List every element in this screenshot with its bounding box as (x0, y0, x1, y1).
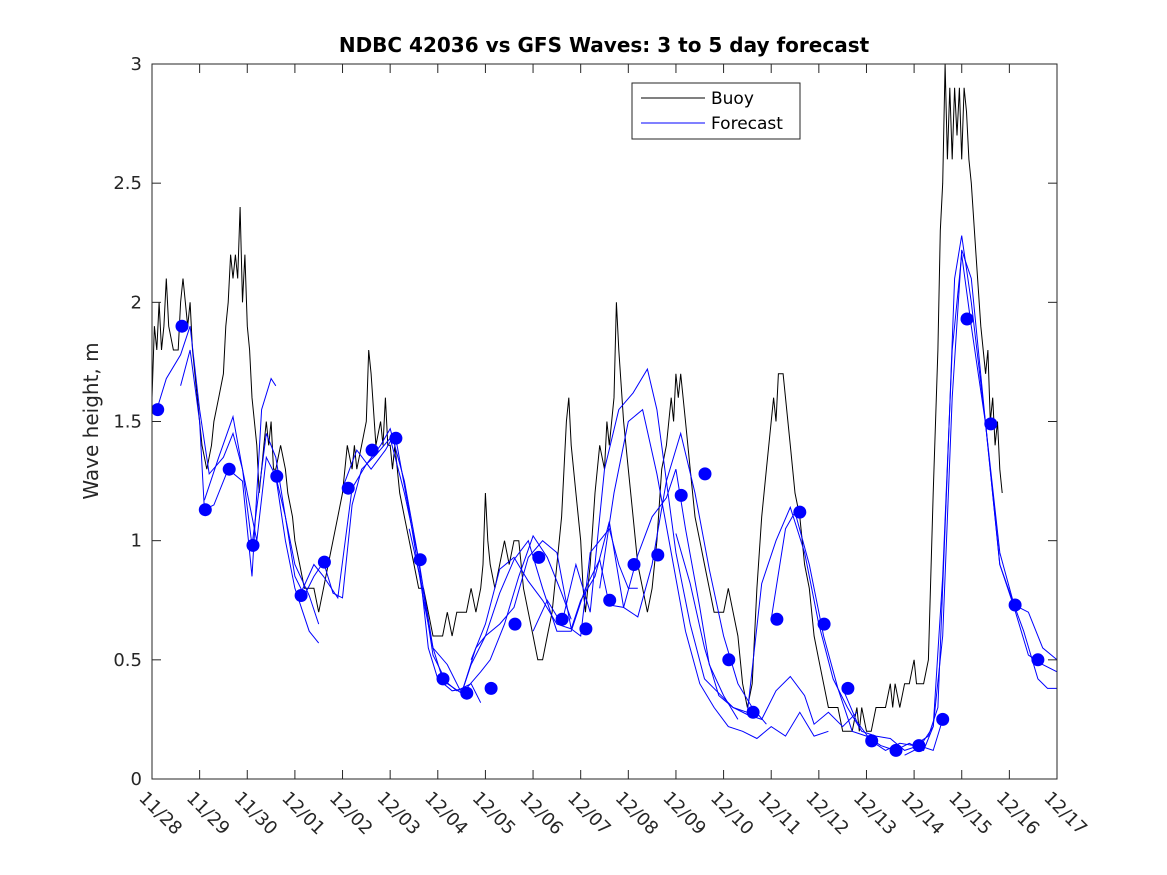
forecast-marker-28 (817, 617, 831, 631)
forecast-line-7 (470, 431, 767, 725)
forecast-marker-27 (793, 505, 807, 519)
forecast-line-9 (599, 408, 829, 740)
forecast-line-2 (203, 414, 320, 644)
forecast-marker-36 (1008, 598, 1022, 612)
forecast-marker-12 (436, 672, 450, 686)
forecast-marker-9 (365, 443, 379, 457)
forecast-marker-0 (152, 403, 165, 417)
forecast-marker-31 (889, 743, 903, 757)
forecast-line-10 (675, 505, 944, 752)
legend-label-buoy: Buoy (711, 89, 754, 109)
forecast-marker-30 (865, 734, 879, 748)
forecast-marker-20 (627, 558, 641, 571)
forecast-marker-3 (222, 462, 236, 476)
forecast-marker-13 (460, 686, 474, 700)
series-layer (152, 64, 1057, 757)
forecast-marker-1 (175, 319, 189, 333)
forecast-marker-26 (770, 612, 784, 626)
y-tick-label-2: 1 (131, 531, 142, 552)
forecast-marker-8 (341, 481, 355, 495)
y-tick-label-5: 2.5 (113, 173, 142, 194)
forecast-marker-5 (270, 469, 284, 483)
y-tick-label-1: 0.5 (113, 650, 142, 671)
legend-label-forecast: Forecast (711, 114, 783, 134)
chart-title: NDBC 42036 vs GFS Waves: 3 to 5 day fore… (339, 33, 870, 57)
forecast-marker-34 (960, 312, 974, 326)
forecast-marker-2 (198, 503, 212, 517)
y-tick-label-6: 3 (131, 54, 142, 75)
forecast-marker-29 (841, 681, 855, 695)
legend: Buoy Forecast (631, 82, 801, 140)
forecast-marker-7 (317, 555, 331, 569)
forecast-marker-23 (698, 467, 712, 481)
forecast-marker-25 (746, 705, 760, 719)
forecast-marker-22 (674, 488, 688, 502)
forecast-marker-4 (246, 538, 260, 552)
y-axis-label: Wave height, m (79, 342, 103, 499)
forecast-line-13 (904, 249, 1057, 756)
forecast-marker-24 (722, 653, 736, 667)
forecast-marker-37 (1031, 653, 1045, 667)
forecast-marker-10 (389, 431, 403, 445)
forecast-marker-15 (508, 617, 522, 631)
forecast-marker-32 (912, 739, 926, 753)
forecast-marker-33 (936, 712, 950, 726)
forecast-marker-6 (294, 589, 308, 602)
forecast-marker-21 (651, 548, 665, 562)
forecast-marker-14 (484, 681, 498, 695)
forecast-marker-16 (532, 550, 546, 564)
y-tick-label-3: 1.5 (113, 412, 142, 433)
forecast-marker-11 (413, 553, 427, 567)
legend-box (631, 82, 801, 140)
y-tick-label-0: 0 (131, 769, 142, 790)
forecast-line-8 (532, 367, 858, 728)
forecast-marker-17 (555, 612, 569, 626)
forecast-marker-19 (603, 593, 617, 607)
forecast-line-4 (299, 427, 572, 692)
forecast-line-0 (156, 326, 320, 625)
forecast-marker-18 (579, 622, 593, 636)
forecast-marker-35 (984, 417, 998, 431)
y-tick-label-4: 2 (131, 292, 142, 313)
